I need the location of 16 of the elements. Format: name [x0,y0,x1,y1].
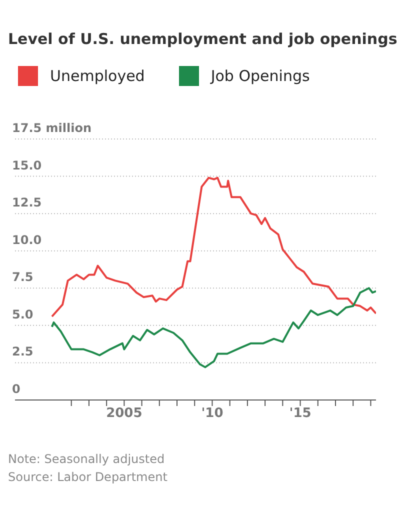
x-tick-label: '15 [289,406,312,422]
legend-label: Job Openings [210,67,310,85]
y-tick-label: 5.0 [12,307,34,322]
y-tick-label: 2.5 [12,344,34,359]
y-tick-label: 10.0 [12,232,42,247]
source-note: Source: Labor Department [8,469,168,486]
text: Note: Seasonally adjusted [8,451,166,468]
y-tick-label: 7.5 [12,270,34,284]
y-tick-label: 17.5 million [12,121,92,135]
x-tick-label: 2005 [106,406,142,422]
y-tick-label: 0 [12,382,20,396]
x-tick-label: '10 [201,406,224,422]
chart-title: Level of U.S. unemployment and job openings [8,29,398,48]
y-tick-label: 15.0 [12,158,42,172]
y-tick-label: 12.5 [12,196,42,210]
legend-label: Unemployed [50,67,145,85]
